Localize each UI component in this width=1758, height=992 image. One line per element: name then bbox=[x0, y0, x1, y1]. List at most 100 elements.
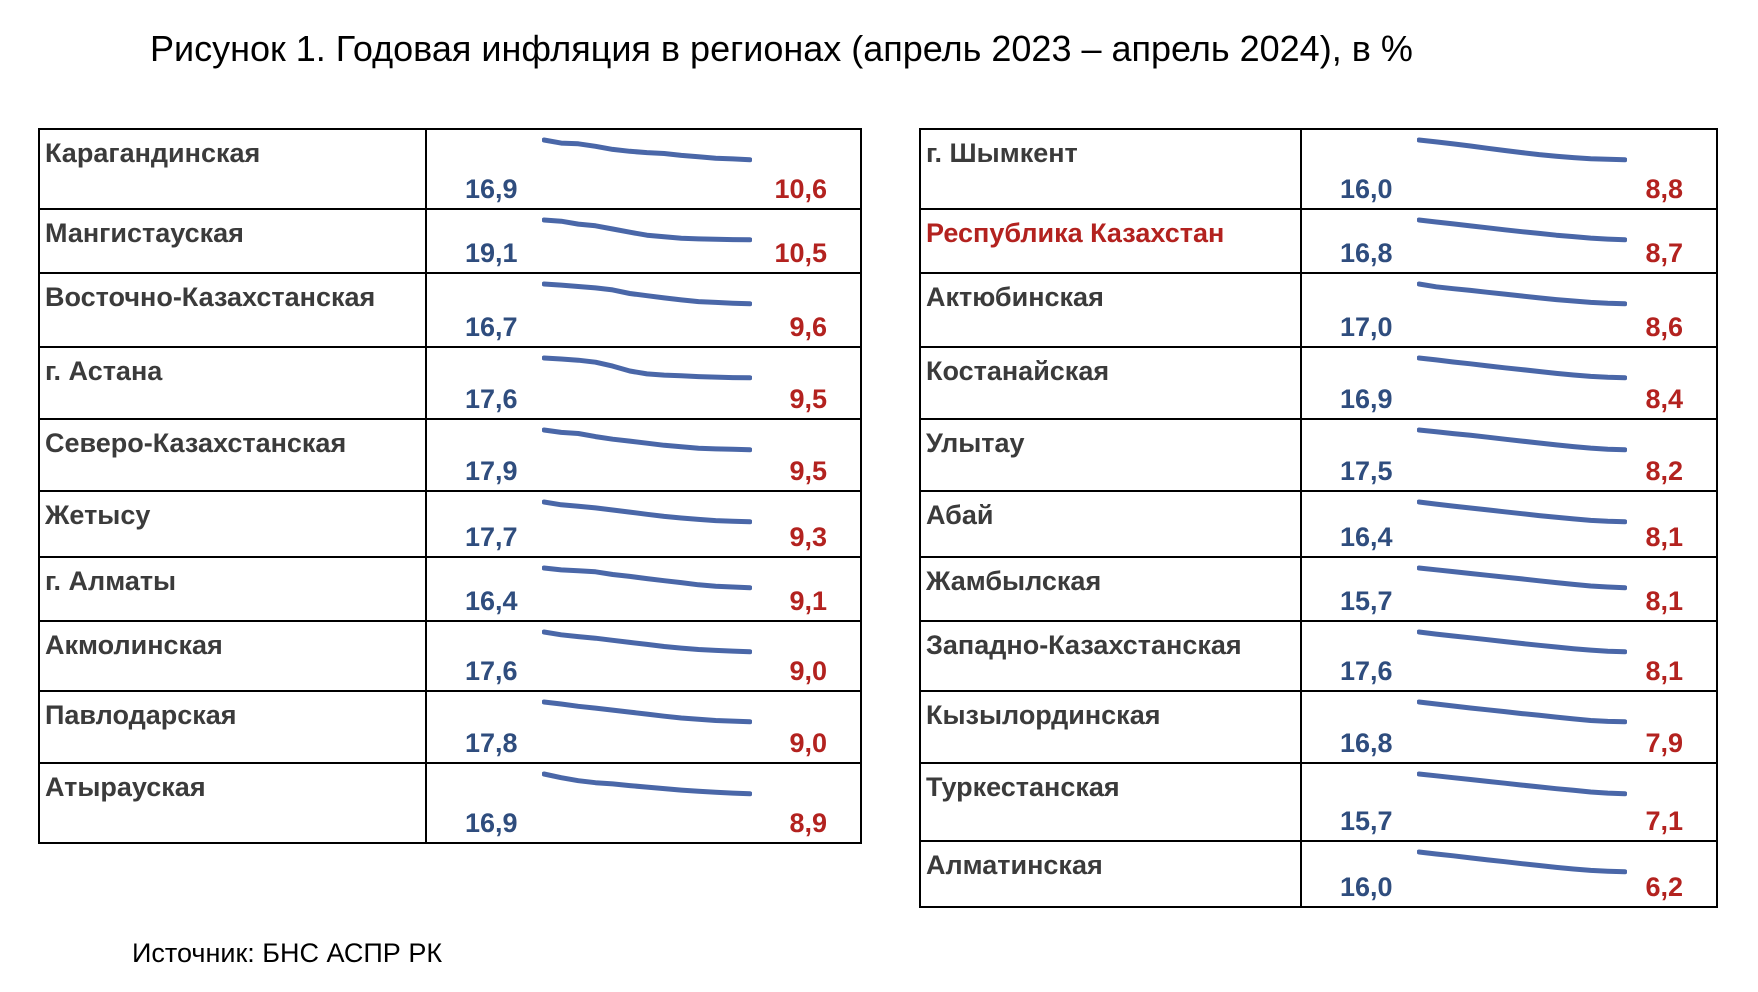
sparkline bbox=[1417, 849, 1627, 875]
value-april-2024: 9,3 bbox=[789, 522, 827, 552]
trend-cell: 16,4 9,1 bbox=[425, 556, 862, 622]
region-name: Жетысу bbox=[38, 490, 427, 558]
trend-cell: 19,1 10,5 bbox=[425, 208, 862, 274]
sparkline-series bbox=[542, 499, 752, 525]
sparkline-series bbox=[1417, 137, 1627, 163]
region-name: Северо-Казахстанская bbox=[38, 418, 427, 492]
sparkline-series bbox=[542, 355, 752, 381]
sparkline-series bbox=[542, 137, 752, 163]
sparkline bbox=[1417, 427, 1627, 453]
table-row: Павлодарская 17,8 9,0 bbox=[38, 690, 862, 764]
value-april-2023: 17,5 bbox=[1340, 456, 1393, 486]
region-name: Актюбинская bbox=[919, 272, 1302, 348]
trend-cell: 16,4 8,1 bbox=[1300, 490, 1718, 558]
source-note: Источник: БНС АСПР РК bbox=[132, 938, 443, 968]
sparkline-series bbox=[1417, 699, 1627, 725]
trend-cell: 17,7 9,3 bbox=[425, 490, 862, 558]
region-name: г. Алматы bbox=[38, 556, 427, 622]
region-name: г. Шымкент bbox=[919, 128, 1302, 210]
table-row: Абай 16,4 8,1 bbox=[919, 490, 1718, 558]
value-april-2023: 16,0 bbox=[1340, 174, 1393, 204]
sparkline bbox=[542, 355, 752, 381]
region-name: Улытау bbox=[919, 418, 1302, 492]
sparkline bbox=[542, 217, 752, 243]
sparkline-series bbox=[542, 771, 752, 797]
value-april-2024: 9,1 bbox=[789, 586, 827, 616]
table-row: Акмолинская 17,6 9,0 bbox=[38, 620, 862, 692]
value-april-2024: 9,5 bbox=[789, 456, 827, 486]
sparkline-series bbox=[542, 217, 752, 243]
value-april-2023: 16,8 bbox=[1340, 238, 1393, 268]
value-april-2024: 8,1 bbox=[1645, 586, 1683, 616]
sparkline-series bbox=[1417, 771, 1627, 797]
region-name: Мангистауская bbox=[38, 208, 427, 274]
value-april-2024: 7,1 bbox=[1645, 806, 1683, 836]
sparkline-series bbox=[1417, 217, 1627, 243]
value-april-2024: 9,5 bbox=[789, 384, 827, 414]
value-april-2023: 16,9 bbox=[465, 808, 518, 838]
sparkline bbox=[1417, 355, 1627, 381]
sparkline bbox=[542, 499, 752, 525]
sparkline bbox=[542, 137, 752, 163]
value-april-2023: 16,4 bbox=[465, 586, 518, 616]
table-row: Алматинская 16,0 6,2 bbox=[919, 840, 1718, 908]
sparkline bbox=[542, 427, 752, 453]
sparkline-series bbox=[1417, 281, 1627, 307]
sparkline-series bbox=[1417, 849, 1627, 875]
value-april-2023: 16,4 bbox=[1340, 522, 1393, 552]
table-row: Костанайская 16,9 8,4 bbox=[919, 346, 1718, 420]
trend-cell: 17,6 9,0 bbox=[425, 620, 862, 692]
sparkline bbox=[1417, 137, 1627, 163]
value-april-2023: 16,9 bbox=[1340, 384, 1393, 414]
sparkline-series bbox=[1417, 427, 1627, 453]
sparkline-series bbox=[542, 281, 752, 307]
sparkline-series bbox=[542, 427, 752, 453]
trend-cell: 15,7 8,1 bbox=[1300, 556, 1718, 622]
table-row: г. Шымкент 16,0 8,8 bbox=[919, 128, 1718, 210]
trend-cell: 17,9 9,5 bbox=[425, 418, 862, 492]
value-april-2023: 19,1 bbox=[465, 238, 518, 268]
trend-cell: 17,6 8,1 bbox=[1300, 620, 1718, 692]
region-name: Республика Казахстан bbox=[919, 208, 1302, 274]
region-name: Карагандинская bbox=[38, 128, 427, 210]
value-april-2023: 17,0 bbox=[1340, 312, 1393, 342]
trend-cell: 16,8 7,9 bbox=[1300, 690, 1718, 764]
sparkline-series bbox=[542, 699, 752, 725]
table-row: Мангистауская 19,1 10,5 bbox=[38, 208, 862, 274]
region-name: Западно-Казахстанская bbox=[919, 620, 1302, 692]
table-row: Северо-Казахстанская 17,9 9,5 bbox=[38, 418, 862, 492]
value-april-2023: 16,7 bbox=[465, 312, 518, 342]
table-row: Актюбинская 17,0 8,6 bbox=[919, 272, 1718, 348]
sparkline-series bbox=[1417, 355, 1627, 381]
region-name: Туркестанская bbox=[919, 762, 1302, 842]
sparkline bbox=[1417, 629, 1627, 655]
table-row: г. Алматы 16,4 9,1 bbox=[38, 556, 862, 622]
table-row: Атырауская 16,9 8,9 bbox=[38, 762, 862, 844]
region-name: Костанайская bbox=[919, 346, 1302, 420]
value-april-2024: 8,7 bbox=[1645, 238, 1683, 268]
table-row: Восточно-Казахстанская 16,7 9,6 bbox=[38, 272, 862, 348]
value-april-2023: 17,6 bbox=[465, 656, 518, 686]
sparkline bbox=[542, 565, 752, 591]
value-april-2023: 15,7 bbox=[1340, 586, 1393, 616]
value-april-2023: 16,9 bbox=[465, 174, 518, 204]
value-april-2024: 6,2 bbox=[1645, 872, 1683, 902]
sparkline bbox=[542, 629, 752, 655]
region-name: Алматинская bbox=[919, 840, 1302, 908]
value-april-2023: 17,8 bbox=[465, 728, 518, 758]
sparkline bbox=[1417, 217, 1627, 243]
value-april-2024: 9,0 bbox=[789, 656, 827, 686]
region-name: Абай bbox=[919, 490, 1302, 558]
trend-cell: 16,7 9,6 bbox=[425, 272, 862, 348]
table-row: Жетысу 17,7 9,3 bbox=[38, 490, 862, 558]
trend-cell: 17,5 8,2 bbox=[1300, 418, 1718, 492]
value-april-2023: 17,6 bbox=[1340, 656, 1393, 686]
left-table: Карагандинская 16,9 10,6 Мангистауская 19,1 1… bbox=[38, 128, 862, 844]
trend-cell: 16,9 10,6 bbox=[425, 128, 862, 210]
sparkline bbox=[1417, 699, 1627, 725]
value-april-2023: 17,6 bbox=[465, 384, 518, 414]
sparkline-series bbox=[542, 565, 752, 591]
region-name: Акмолинская bbox=[38, 620, 427, 692]
table-row: г. Астана 17,6 9,5 bbox=[38, 346, 862, 420]
sparkline bbox=[1417, 499, 1627, 525]
